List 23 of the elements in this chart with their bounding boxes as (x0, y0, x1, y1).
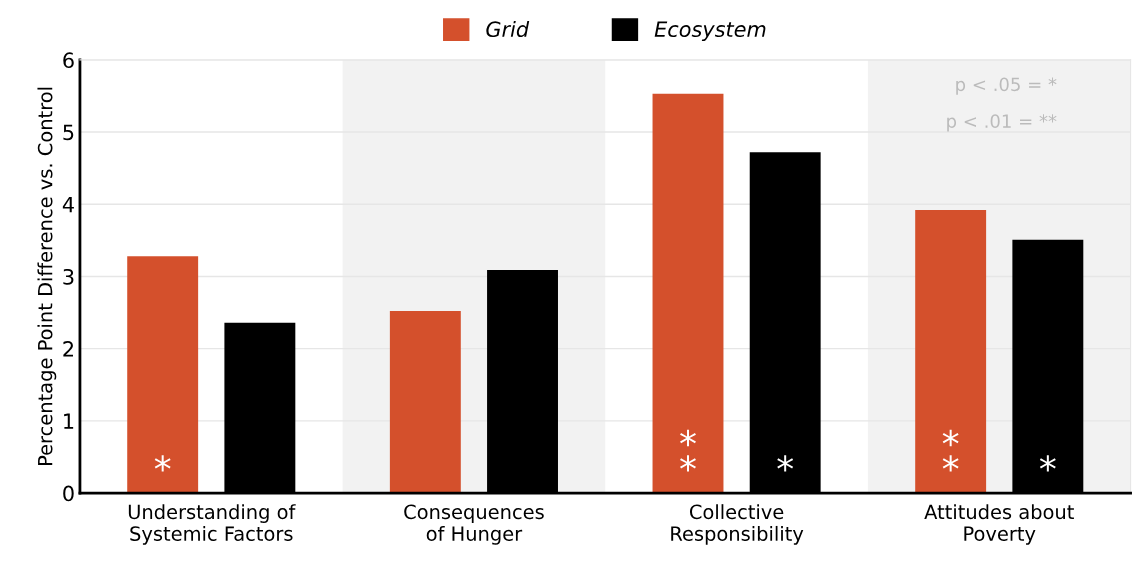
y-tick-label: 4 (62, 196, 74, 213)
y-tick-label: 0 (63, 485, 74, 502)
x-tick-label: Attitudes about Poverty (924, 504, 1074, 545)
data-label: * (1039, 455, 1056, 472)
data-label: * (154, 455, 171, 472)
x-tick-label: Consequences of Hunger (404, 504, 544, 545)
data-label: ** (942, 429, 959, 472)
legend-label: Ecosystem (654, 21, 766, 42)
legend-label: Grid (486, 20, 530, 38)
y-tick-label: 5 (63, 124, 74, 141)
y-tick-label: 1 (64, 413, 74, 429)
data-label: * (777, 455, 794, 472)
bar (652, 93, 724, 494)
bar (127, 256, 199, 494)
y-tick-label: 3 (63, 268, 74, 285)
x-tick-label: Collective Responsibility (671, 504, 804, 545)
data-label: ** (680, 429, 696, 472)
bar (389, 311, 461, 494)
bar (915, 210, 987, 494)
y-axis-title: Percentage Point Difference vs. Control (37, 87, 57, 466)
x-tick-label: Understanding of Systemic Factors (128, 504, 296, 545)
y-tick-label: 6 (63, 52, 74, 69)
y-tick-label: 2 (63, 341, 73, 357)
